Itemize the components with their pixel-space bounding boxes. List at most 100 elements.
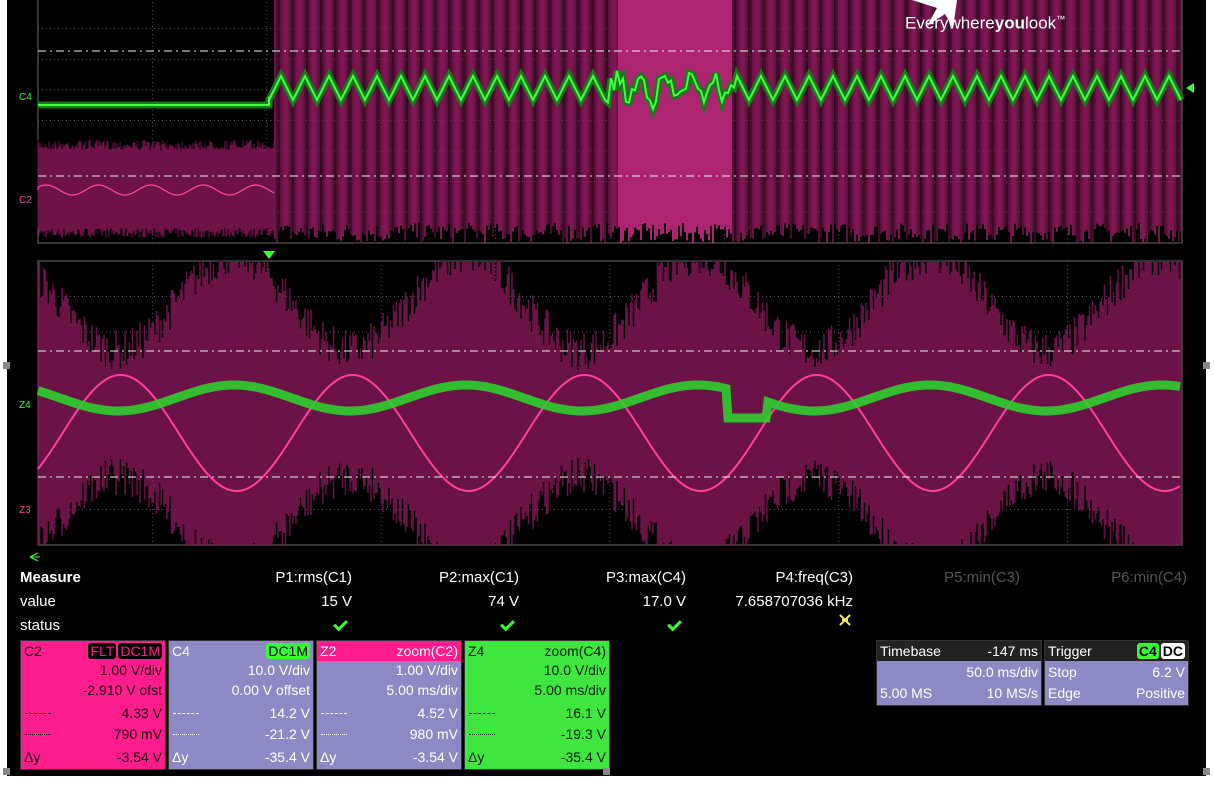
trace-label: Z3 (19, 505, 31, 516)
delta-value: -35.4 V (560, 749, 606, 765)
box-row: Z2 zoom(C2) (317, 641, 461, 661)
box-row: Δy -35.4 V (465, 747, 606, 767)
timebase-rate: 10 MS/s (986, 685, 1038, 701)
row-label: value (20, 593, 56, 610)
param-name: P3:max(C4) (605, 569, 686, 586)
channel-offset: -2.910 V ofst (82, 682, 162, 698)
cursor2-value: -21.2 V (264, 726, 310, 742)
box-row: 1.00 V/div (21, 660, 162, 680)
box-row: 10.0 V/div (465, 660, 606, 680)
delta-value: -3.54 V (412, 749, 458, 765)
cursor-dot-icon (321, 734, 347, 735)
box-row: 790 mV (21, 724, 162, 744)
badge: DC1M (118, 643, 162, 659)
param-name: P6:min(C4) (1111, 569, 1187, 586)
trigger-slope: Positive (1135, 685, 1185, 701)
trace-z3-line (37, 374, 1181, 492)
channel-scale: 10.0 V/div (543, 662, 606, 678)
scroll-marker (29, 552, 40, 562)
param-value: 74 V (488, 593, 519, 610)
box-row: Stop 6.2 V (1045, 662, 1185, 682)
box-row: Timebase -147 ms (877, 641, 1041, 661)
logo-part: look (1025, 13, 1057, 33)
trigger-label: Trigger (1048, 643, 1092, 659)
cursor-dash-icon (173, 713, 199, 714)
glyph (839, 614, 851, 626)
channel-source: zoom(C4) (544, 643, 606, 659)
box-row: Δy -3.54 V (21, 747, 162, 767)
trace-c2-line (37, 184, 275, 196)
box-row: 5.00 MS 10 MS/s (877, 683, 1038, 703)
channel-id: Z4 (468, 643, 485, 659)
timebase-box: Timebase -147 ms 50.0 ms/div 5.00 MS 10 MS/s (876, 640, 1042, 706)
trace-label: Z4 (19, 400, 31, 411)
logo-part: ™ (1056, 14, 1066, 24)
badge: FLT (88, 643, 117, 659)
trace-label: C4 (19, 92, 32, 103)
box-row: 0.00 V offset (169, 680, 310, 700)
param-name: P1:rms(C1) (275, 569, 352, 586)
timebase-samples: 5.00 MS (880, 685, 933, 701)
trigger-header-right: C4 DC (1135, 641, 1185, 661)
channel-timescale: 5.00 ms/div (386, 682, 458, 698)
logo-tagline: Everywhereyoulook™ (905, 10, 1065, 33)
oscilloscope-screen: Everywhereyoulook™ C4 C2 Z4 Z3 Measure v… (7, 0, 1206, 776)
trace-c2 (37, 140, 275, 238)
box-row: Trigger C4 DC (1045, 641, 1188, 661)
cursor1-value: 14.2 V (269, 705, 310, 721)
cursor-dot-icon (25, 734, 51, 735)
timebase-delay: -147 ms (987, 643, 1038, 659)
badge: C4 (1136, 643, 1159, 659)
cursor-dash-icon (469, 713, 495, 714)
param-name: P4:freq(C3) (775, 569, 853, 586)
trigger-mode: Stop (1048, 664, 1077, 680)
delta-label: Δy (172, 749, 189, 765)
box-row: 50.0 ms/div (877, 662, 1038, 682)
badge: DC1M (266, 643, 310, 659)
channel-timescale: 5.00 ms/div (534, 682, 606, 698)
resize-handle (603, 768, 610, 775)
param-value: 7.658707036 kHz (735, 593, 853, 610)
box-row: 10.0 V/div (169, 660, 310, 680)
box-row: 5.00 ms/div (465, 680, 606, 700)
box-row: 4.33 V (21, 703, 162, 723)
resize-handle (3, 362, 10, 369)
box-row: Δy -3.54 V (317, 747, 458, 767)
channel-id: C2 (24, 643, 42, 659)
channel-box: Z4 zoom(C4) 10.0 V/div 5.00 ms/div 16.1 V -19… (464, 640, 610, 770)
cursor2-value: 790 mV (113, 726, 162, 742)
trigger-level: 6.2 V (1152, 664, 1185, 680)
resize-handle (1203, 768, 1210, 775)
delta-value: -3.54 V (116, 749, 162, 765)
trigger-marker (263, 251, 275, 259)
cursor1-value: 4.52 V (417, 705, 458, 721)
box-row: 980 mV (317, 724, 458, 744)
channel-id: C4 (172, 643, 190, 659)
channel-scale: 10.0 V/div (247, 662, 310, 678)
resize-handle (3, 768, 10, 775)
delta-value: -35.4 V (264, 749, 310, 765)
box-row: -2.910 V ofst (21, 680, 162, 700)
level-marker (1186, 83, 1194, 93)
measure-title: Measure (20, 569, 81, 586)
channel-box: Z2 zoom(C2) 1.00 V/div 5.00 ms/div 4.52 V 980… (316, 640, 462, 770)
cursor2-value: -19.3 V (560, 726, 606, 742)
box-row: -21.2 V (169, 724, 310, 744)
channel-header-right: zoom(C2) (397, 641, 458, 661)
logo-part: Everywhere (905, 13, 995, 33)
channel-box: C2 FLT DC1M 1.00 V/div -2.910 V ofst 4.33 V 79… (20, 640, 166, 770)
box-row: 14.2 V (169, 703, 310, 723)
trace-z4 (36, 380, 1181, 423)
box-row: Edge Positive (1045, 683, 1185, 703)
delta-label: Δy (24, 749, 41, 765)
cursor2-value: 980 mV (409, 726, 458, 742)
param-name: P5:min(C3) (944, 569, 1020, 586)
cursor-dot-icon (469, 734, 495, 735)
logo-part: you (994, 13, 1025, 33)
trigger-type: Edge (1048, 685, 1081, 701)
channel-header-right: DC1M (264, 641, 310, 661)
status-icon (839, 613, 851, 631)
box-row: C4 DC1M (169, 641, 313, 661)
trigger-box: Trigger C4 DC Stop 6.2 V Edge Positive (1044, 640, 1189, 706)
